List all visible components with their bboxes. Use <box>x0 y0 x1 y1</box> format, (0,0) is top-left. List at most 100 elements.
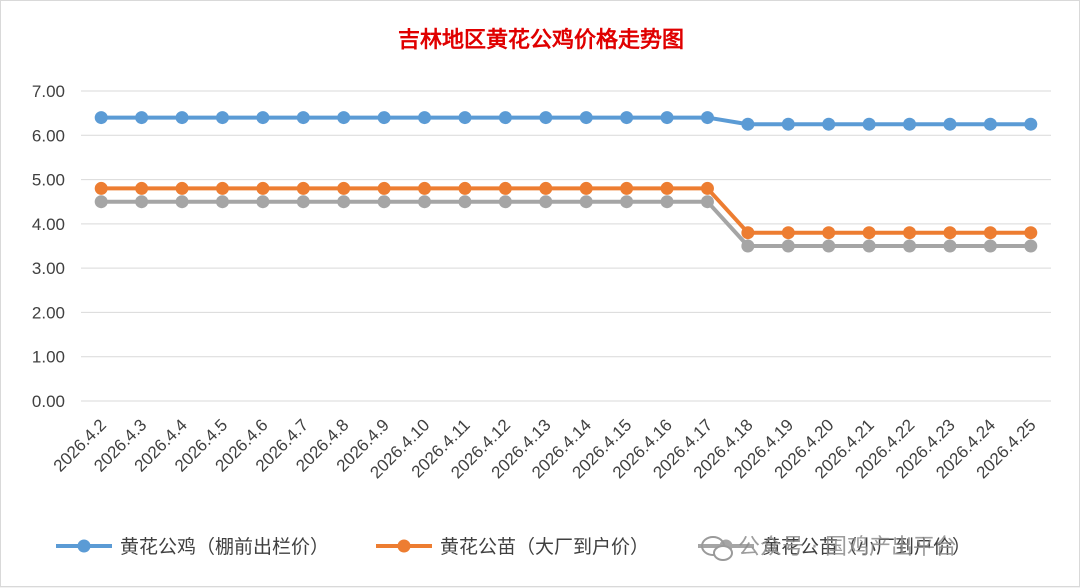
y-tick-label: 2.00 <box>32 303 65 322</box>
data-point <box>256 111 270 125</box>
legend-label: 黄花公苗（小厂到户价） <box>762 536 971 558</box>
y-tick-label: 7.00 <box>32 82 65 101</box>
legend-swatch-marker <box>77 539 91 553</box>
y-tick-label: 5.00 <box>32 171 65 190</box>
data-point <box>377 111 391 125</box>
data-point <box>781 226 795 240</box>
data-point <box>418 111 432 125</box>
data-point <box>256 195 270 209</box>
data-point <box>377 195 391 209</box>
series-lines <box>94 111 1038 253</box>
data-point <box>983 226 997 240</box>
data-point <box>983 117 997 131</box>
series-group <box>94 111 1038 131</box>
data-point <box>741 117 755 131</box>
data-point <box>498 195 512 209</box>
data-point <box>620 195 634 209</box>
series-group <box>94 195 1038 253</box>
data-point <box>539 195 553 209</box>
data-point <box>660 181 674 195</box>
series-group <box>94 181 1038 240</box>
data-point <box>94 181 108 195</box>
chart-title: 吉林地区黄花公鸡价格走势图 <box>398 27 684 53</box>
data-point <box>579 111 593 125</box>
y-axis-ticks: 0.00 1.00 2.00 3.00 4.00 5.00 6.00 7.00 <box>32 82 65 411</box>
data-point <box>943 226 957 240</box>
data-point <box>175 181 189 195</box>
data-point <box>1024 226 1038 240</box>
data-point <box>781 239 795 253</box>
data-point <box>903 117 917 131</box>
legend: 黄花公鸡（棚前出栏价） 黄花公苗（大厂到户价） 黄花公苗（小厂到户价） <box>56 536 971 558</box>
data-point <box>296 111 310 125</box>
data-point <box>135 111 149 125</box>
y-tick-label: 0.00 <box>32 392 65 411</box>
data-point <box>1024 117 1038 131</box>
data-point <box>337 195 351 209</box>
data-point <box>700 111 714 125</box>
data-point <box>215 181 229 195</box>
data-point <box>135 181 149 195</box>
data-point <box>620 111 634 125</box>
series-line <box>101 115 1031 127</box>
watermark: 公众号 · 国鸡产出平台 <box>701 535 957 561</box>
legend-item: 黄花公苗（大厂到户价） <box>376 536 649 558</box>
data-point <box>215 195 229 209</box>
gridlines <box>81 90 1051 402</box>
y-tick-label: 4.00 <box>32 215 65 234</box>
y-tick-label: 6.00 <box>32 126 65 145</box>
data-point <box>700 195 714 209</box>
data-point <box>135 195 149 209</box>
data-point <box>822 239 836 253</box>
data-point <box>296 181 310 195</box>
data-point <box>94 111 108 125</box>
data-point <box>903 239 917 253</box>
data-point <box>943 117 957 131</box>
data-point <box>579 195 593 209</box>
data-point <box>498 181 512 195</box>
y-tick-label: 1.00 <box>32 348 65 367</box>
data-point <box>903 226 917 240</box>
data-point <box>1024 239 1038 253</box>
wechat-icon <box>701 536 733 561</box>
data-point <box>579 181 593 195</box>
series-line <box>101 199 1031 248</box>
data-point <box>418 195 432 209</box>
data-point <box>620 181 634 195</box>
data-point <box>458 181 472 195</box>
data-point <box>741 239 755 253</box>
data-point <box>660 111 674 125</box>
data-point <box>458 195 472 209</box>
data-point <box>175 195 189 209</box>
legend-item: 黄花公鸡（棚前出栏价） <box>56 536 329 558</box>
data-point <box>498 111 512 125</box>
legend-label: 黄花公苗（大厂到户价） <box>440 536 649 558</box>
data-point <box>862 226 876 240</box>
data-point <box>256 181 270 195</box>
data-point <box>781 117 795 131</box>
legend-label: 黄花公鸡（棚前出栏价） <box>120 536 329 558</box>
data-point <box>539 111 553 125</box>
data-point <box>700 181 714 195</box>
data-point <box>337 111 351 125</box>
watermark-text: 公众号 · 国鸡产出平台 <box>738 535 957 560</box>
data-point <box>418 181 432 195</box>
data-point <box>862 117 876 131</box>
data-point <box>458 111 472 125</box>
data-point <box>94 195 108 209</box>
series-line <box>101 186 1031 235</box>
data-point <box>337 181 351 195</box>
data-point <box>862 239 876 253</box>
y-tick-label: 3.00 <box>32 259 65 278</box>
data-point <box>215 111 229 125</box>
data-point <box>539 181 553 195</box>
legend-swatch-marker <box>397 539 411 553</box>
data-point <box>822 117 836 131</box>
data-point <box>296 195 310 209</box>
data-point <box>660 195 674 209</box>
data-point <box>175 111 189 125</box>
x-axis-ticks: 2026.4.22026.4.32026.4.42026.4.52026.4.6… <box>50 415 1040 482</box>
data-point <box>822 226 836 240</box>
